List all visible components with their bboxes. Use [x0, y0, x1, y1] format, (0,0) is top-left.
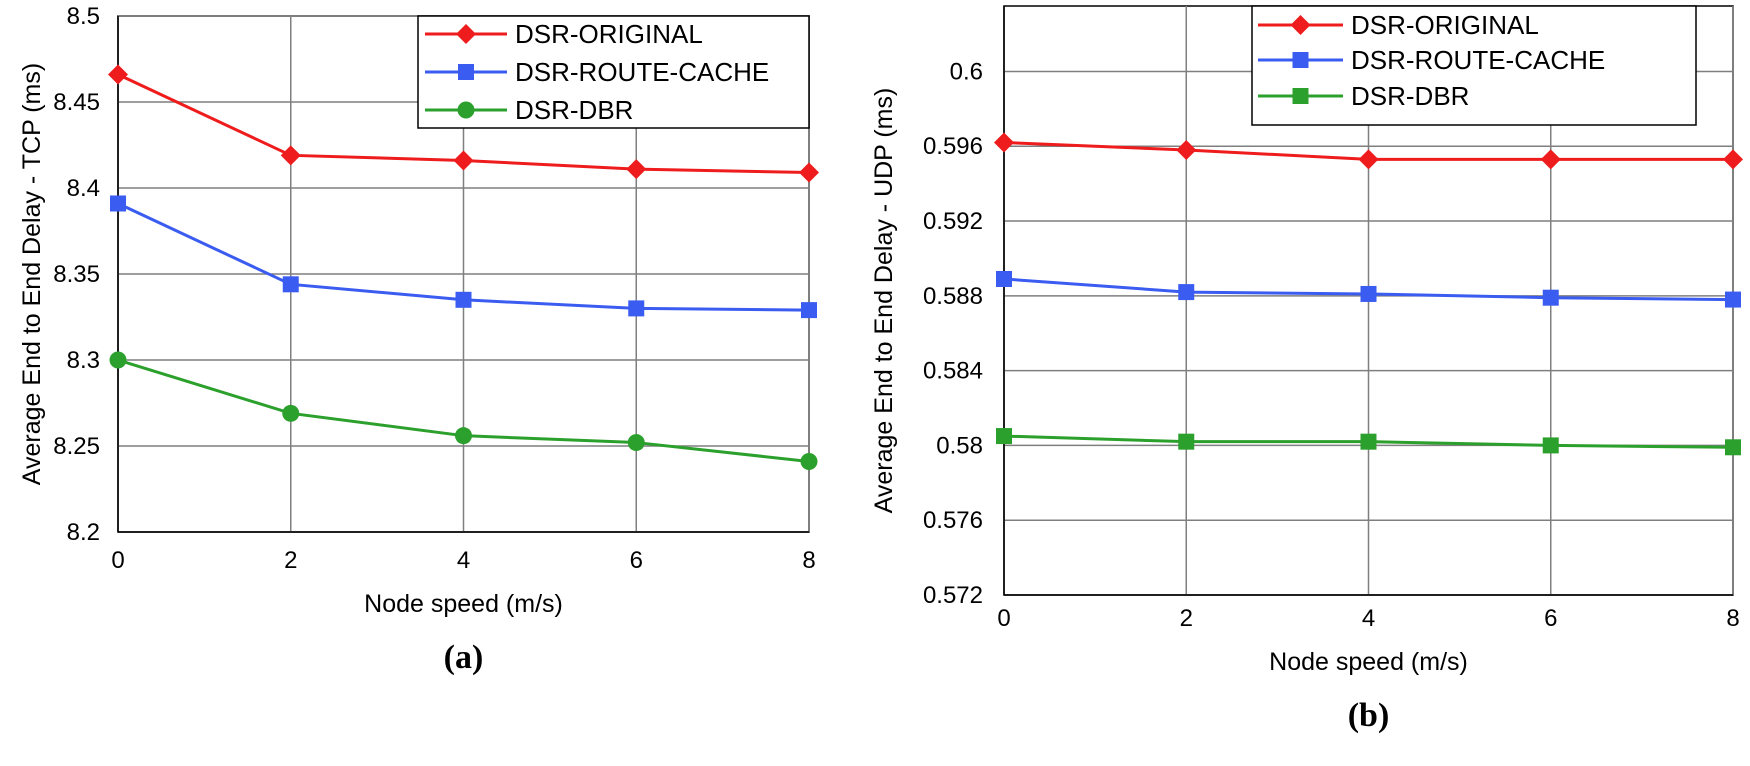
data-point-marker	[1540, 149, 1561, 170]
data-point-marker	[109, 351, 127, 369]
y-tick-label: 0.588	[923, 283, 983, 310]
data-point-marker	[628, 300, 645, 317]
data-point-marker	[1360, 433, 1377, 450]
x-tick-label: 4	[1362, 605, 1375, 632]
x-tick-label: 2	[1180, 605, 1193, 632]
data-point-marker	[1178, 284, 1195, 301]
y-tick-label: 0.576	[923, 507, 983, 534]
data-point-marker	[1542, 289, 1559, 306]
legend-label: DSR-ORIGINAL	[515, 19, 703, 49]
y-axis-title: Average End to End Delay - TCP (ms)	[18, 63, 46, 485]
legend-label: DSR-ORIGINAL	[1351, 10, 1539, 40]
data-point-marker	[799, 162, 819, 183]
x-tick-label: 8	[802, 547, 815, 574]
y-tick-label: 0.6	[950, 58, 983, 85]
data-point-marker	[627, 434, 645, 452]
legend-item: DSR-DBR	[425, 95, 633, 125]
y-tick-label: 0.592	[923, 208, 983, 235]
x-tick-label: 8	[1726, 605, 1739, 632]
legend-item: DSR-ROUTE-CACHE	[425, 57, 769, 87]
legend-item: DSR-ORIGINAL	[425, 19, 703, 49]
data-point-marker	[280, 145, 301, 166]
series-dsr-route-cache	[996, 270, 1741, 308]
data-point-marker	[626, 159, 647, 180]
x-tick-label: 0	[997, 605, 1010, 632]
legend-marker	[1292, 88, 1309, 104]
data-point-marker	[994, 132, 1014, 153]
x-axis-title: Node speed (m/s)	[364, 590, 563, 618]
data-point-marker	[1178, 433, 1195, 450]
x-tick-label: 2	[284, 547, 297, 574]
y-axis-title: Average End to End Delay - UDP (ms)	[870, 88, 898, 514]
series-dsr-route-cache	[110, 195, 817, 319]
legend-label: DSR-DBR	[1351, 81, 1469, 111]
series-dsr-original	[994, 132, 1743, 170]
legend-label: DSR-DBR	[515, 95, 633, 125]
chart-panel-2: 0.572 0.576 0.58 0.584 0.588 0.592 0.596 0.6 0 2 4…	[870, 5, 1743, 734]
y-tick-label: 8.35	[53, 261, 100, 288]
x-axis-title: Node speed (m/s)	[1269, 648, 1468, 676]
data-point-marker	[1725, 291, 1741, 308]
legend-label: DSR-ROUTE-CACHE	[1351, 45, 1605, 75]
data-point-marker	[1176, 139, 1197, 160]
legend: DSR-ORIGINAL DSR-ROUTE-CACHE DSR-DBR	[1251, 5, 1697, 126]
series-dsr-dbr	[996, 428, 1741, 456]
data-point-marker	[282, 404, 300, 422]
data-point-marker	[1542, 437, 1559, 454]
legend-label: DSR-ROUTE-CACHE	[515, 57, 769, 87]
legend-item: DSR-ORIGINAL	[1258, 10, 1539, 40]
data-point-marker	[110, 195, 126, 212]
legend-item: DSR-DBR	[1258, 81, 1469, 111]
series-dsr-original	[108, 64, 819, 183]
x-tick-label: 0	[111, 547, 124, 574]
data-point-marker	[453, 150, 474, 171]
chart-panel-1: 8.2 8.25 8.3 8.35 8.4 8.45 8.5 0 2 4 6 8 DSR-ORIGINA…	[18, 3, 819, 676]
y-tick-label: 8.5	[67, 3, 100, 30]
x-tick-label: 6	[630, 547, 643, 574]
data-point-marker	[108, 64, 128, 85]
data-point-marker	[801, 302, 817, 319]
legend-marker	[1292, 52, 1309, 68]
y-tick-label: 8.2	[67, 519, 100, 546]
y-tick-label: 0.584	[923, 358, 983, 385]
series-dsr-dbr	[109, 351, 818, 470]
data-point-marker	[800, 452, 818, 470]
data-point-marker	[1725, 439, 1741, 456]
y-tick-label: 0.572	[923, 582, 983, 609]
y-tick-label: 8.25	[53, 433, 100, 460]
y-tick-label: 0.596	[923, 133, 983, 160]
y-tick-label: 0.58	[936, 432, 983, 459]
legend-marker	[458, 64, 474, 80]
data-point-marker	[455, 291, 472, 308]
legend-item: DSR-ROUTE-CACHE	[1258, 45, 1605, 75]
legend-marker	[456, 24, 476, 44]
data-point-marker	[1360, 285, 1377, 302]
legend: DSR-ORIGINAL DSR-ROUTE-CACHE DSR-DBR	[417, 15, 810, 129]
x-tick-label: 4	[457, 547, 470, 574]
y-tick-label: 8.3	[67, 347, 100, 374]
data-point-marker	[282, 276, 299, 293]
legend-marker	[457, 101, 475, 119]
data-point-marker	[455, 427, 472, 445]
legend-marker	[1290, 15, 1311, 35]
data-point-marker	[996, 270, 1012, 287]
y-tick-label: 8.45	[53, 89, 100, 116]
x-tick-label: 6	[1544, 605, 1557, 632]
data-point-marker	[996, 428, 1012, 445]
panel-label: (a)	[444, 639, 484, 676]
data-point-marker	[1723, 149, 1743, 170]
panel-label: (b)	[1348, 697, 1390, 734]
data-point-marker	[1358, 149, 1379, 170]
y-tick-label: 8.4	[67, 175, 100, 202]
